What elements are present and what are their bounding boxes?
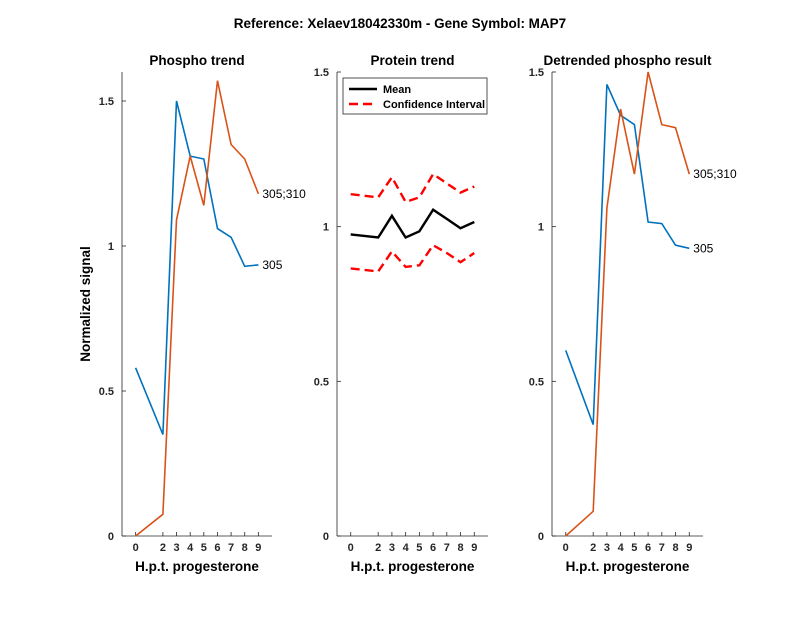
x-tick-label: 4 (618, 542, 625, 554)
x-tick-label: 6 (430, 542, 436, 554)
y-tick-label: 1.5 (314, 67, 329, 79)
x-tick-label: 0 (133, 542, 139, 554)
y-tick-label: 1 (108, 241, 114, 253)
legend-box (342, 77, 488, 115)
y-tick-label: 1 (323, 222, 329, 234)
panel-title: Protein trend (370, 53, 454, 68)
x-tick-label: 3 (173, 542, 179, 554)
x-tick-label: 8 (457, 542, 463, 554)
x-tick-label: 7 (659, 542, 665, 554)
panel-title: Detrended phospho result (543, 53, 712, 68)
x-axis-label: H.p.t. progesterone (351, 559, 475, 574)
x-tick-label: 9 (686, 542, 692, 554)
series-line-mean (350, 208, 475, 240)
x-tick-label: 8 (672, 542, 678, 554)
x-tick-label: 2 (590, 542, 596, 554)
legend-entry-label: Confidence Interval (383, 99, 485, 111)
x-axis-label: H.p.t. progesterone (566, 559, 690, 574)
x-tick-label: 5 (201, 542, 207, 554)
series-line-305-310 (135, 80, 260, 537)
panel-1: Phospho trend 0 2 3 4 5 6 7 8 9 0 0.5 1 1.5 H.p.t. pro… (78, 53, 306, 574)
series-end-label: 305 (262, 258, 282, 272)
y-tick-label: 0 (538, 531, 544, 543)
series-line-305-310 (565, 71, 691, 537)
y-tick-label: 0.5 (99, 386, 114, 398)
legend-entry-label: Mean (383, 84, 411, 96)
x-tick-label: 6 (214, 542, 220, 554)
x-tick-label: 0 (563, 542, 569, 554)
x-tick-label: 6 (645, 542, 651, 554)
x-tick-label: 8 (242, 542, 248, 554)
y-tick-label: 1 (538, 222, 544, 234)
y-tick-label: 0.5 (529, 376, 544, 388)
series-end-label: 305;310 (693, 167, 737, 181)
figure-title: Reference: Xelaev18042330m - Gene Symbol… (234, 16, 566, 31)
x-tick-label: 2 (375, 542, 381, 554)
y-axis-label: Normalized signal (78, 246, 93, 362)
series-end-label: 305 (693, 241, 713, 255)
series-line-confidence-interval (350, 172, 475, 204)
y-tick-label: 0 (108, 531, 114, 543)
x-tick-label: 3 (604, 542, 610, 554)
panel-3: Detrended phospho result 0 2 3 4 5 6 7 8 9 0 0.5 1 1.… (529, 53, 737, 574)
y-tick-label: 0 (323, 531, 329, 543)
legend: Mean Confidence Interval (342, 77, 488, 115)
x-tick-label: 4 (403, 542, 410, 554)
panel-2: Protein trend 0 2 3 4 5 6 7 8 9 0 0.5 1 1.5 H.p.t. pro… (314, 53, 488, 574)
x-tick-label: 9 (255, 542, 261, 554)
x-tick-label: 7 (444, 542, 450, 554)
y-tick-label: 0.5 (314, 376, 329, 388)
x-tick-label: 2 (160, 542, 166, 554)
x-tick-label: 9 (471, 542, 477, 554)
x-tick-label: 0 (348, 542, 354, 554)
series-line-305 (564, 84, 690, 425)
y-tick-label: 1.5 (99, 96, 114, 108)
series-end-label: 305;310 (262, 187, 306, 201)
y-tick-label: 1.5 (529, 67, 544, 79)
series-line-confidence-interval (350, 243, 475, 273)
x-tick-label: 7 (228, 542, 234, 554)
x-tick-label: 5 (631, 542, 637, 554)
x-tick-label: 4 (187, 542, 194, 554)
x-tick-label: 3 (389, 542, 395, 554)
panel-title: Phospho trend (149, 53, 244, 68)
x-axis-label: H.p.t. progesterone (135, 559, 259, 574)
x-tick-label: 5 (416, 542, 422, 554)
series-line-305 (134, 100, 259, 435)
